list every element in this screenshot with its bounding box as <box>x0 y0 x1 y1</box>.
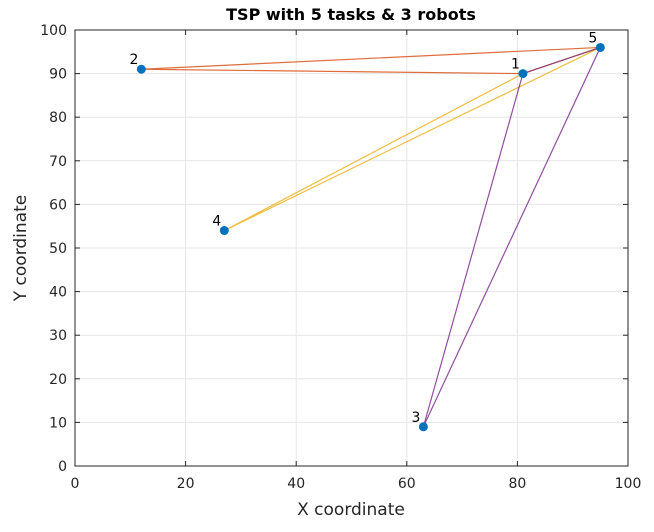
axis-ticks: 0 20 40 60 80 100 0 10 20 30 40 50 60 70 80 90 100 <box>40 23 641 492</box>
y-tick-label: 70 <box>49 154 67 170</box>
task-point-label: 1 <box>511 57 520 73</box>
y-tick-label: 50 <box>49 241 67 257</box>
task-point-label: 2 <box>129 52 138 68</box>
x-tick-label: 40 <box>287 476 305 492</box>
x-tick-label: 20 <box>177 476 195 492</box>
task-point-1 <box>518 69 528 79</box>
y-tick-label: 30 <box>49 328 67 344</box>
y-tick-label: 20 <box>49 372 67 388</box>
y-tick-label: 0 <box>58 459 67 475</box>
y-tick-label: 90 <box>49 67 67 83</box>
y-tick-label: 100 <box>40 23 67 39</box>
y-tick-label: 40 <box>49 285 67 301</box>
task-points: 1 2 3 4 5 <box>129 30 605 432</box>
y-tick-label: 60 <box>49 197 67 213</box>
x-tick-label: 0 <box>71 476 80 492</box>
task-point-3 <box>418 422 428 432</box>
x-tick-label: 60 <box>398 476 416 492</box>
route-lines <box>141 46 601 428</box>
chart-title: TSP with 5 tasks & 3 robots <box>226 5 476 24</box>
task-point-4 <box>219 226 229 236</box>
task-point-label: 4 <box>212 214 221 230</box>
task-point-label: 5 <box>588 30 597 46</box>
y-tick-label: 80 <box>49 110 67 126</box>
y-tick-label: 10 <box>49 415 67 431</box>
task-point-label: 3 <box>411 410 420 426</box>
route-line-robot-3 <box>422 46 601 428</box>
task-point-5 <box>595 42 605 52</box>
x-axis-label: X coordinate <box>297 500 405 520</box>
x-tick-label: 100 <box>615 476 642 492</box>
task-point-2 <box>136 64 146 74</box>
y-axis-label: Y coordinate <box>11 195 31 302</box>
x-tick-label: 80 <box>508 476 526 492</box>
